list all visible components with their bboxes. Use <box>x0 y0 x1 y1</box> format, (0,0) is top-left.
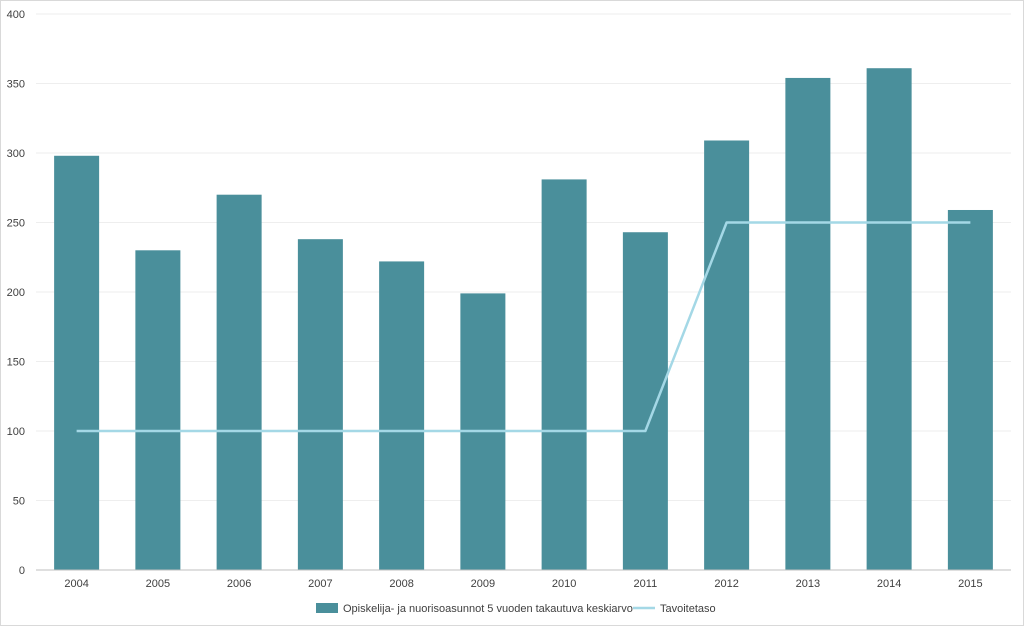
x-tick-label: 2010 <box>552 578 576 590</box>
gridlines <box>36 13 1011 501</box>
x-tick-label: 2012 <box>714 578 738 590</box>
y-tick-label: 50 <box>13 496 25 508</box>
legend-bar-swatch <box>316 603 338 613</box>
y-tick-label: 300 <box>7 148 25 160</box>
x-tick-label: 2008 <box>389 578 413 590</box>
y-tick-label: 0 <box>19 565 25 577</box>
y-tick-label: 350 <box>7 79 25 91</box>
x-tick-label: 2013 <box>796 578 820 590</box>
y-tick-label: 250 <box>7 218 25 230</box>
bar-2012 <box>704 140 750 571</box>
x-tick-label: 2014 <box>877 578 901 590</box>
x-tick-label: 2006 <box>227 578 251 590</box>
bar-series <box>54 68 993 571</box>
bar-2010 <box>541 179 587 570</box>
x-tick-label: 2005 <box>146 578 170 590</box>
bar-2013 <box>785 77 831 570</box>
x-tick-label: 2007 <box>308 578 332 590</box>
legend-bar-label: Opiskelija- ja nuorisoasunnot 5 vuoden t… <box>343 603 633 615</box>
bar-2007 <box>297 239 343 570</box>
bar-2011 <box>622 232 668 571</box>
legend-line-label: Tavoitetaso <box>660 603 716 615</box>
x-axis: 2004 2005 2006 2007 2008 2009 2010 2011 2012 2013… <box>36 569 1011 590</box>
bar-2006 <box>216 194 262 570</box>
x-tick-label: 2009 <box>471 578 495 590</box>
bar-2004 <box>54 155 100 570</box>
x-tick-label: 2015 <box>958 578 982 590</box>
bar-2005 <box>135 250 181 571</box>
y-tick-label: 150 <box>7 357 25 369</box>
x-tick-label: 2004 <box>64 578 88 590</box>
legend: Opiskelija- ja nuorisoasunnot 5 vuoden t… <box>316 603 716 615</box>
bar-2015 <box>947 209 993 571</box>
y-tick-label: 400 <box>7 9 25 21</box>
y-axis: 0 50 100 150 200 250 300 350 400 <box>7 9 25 577</box>
target-line <box>76 221 971 433</box>
line-series <box>76 221 971 433</box>
y-tick-label: 100 <box>7 426 25 438</box>
bar-2008 <box>379 261 425 570</box>
y-tick-label: 200 <box>7 287 25 299</box>
x-tick-label: 2011 <box>634 578 658 590</box>
bar-2014 <box>866 68 912 571</box>
